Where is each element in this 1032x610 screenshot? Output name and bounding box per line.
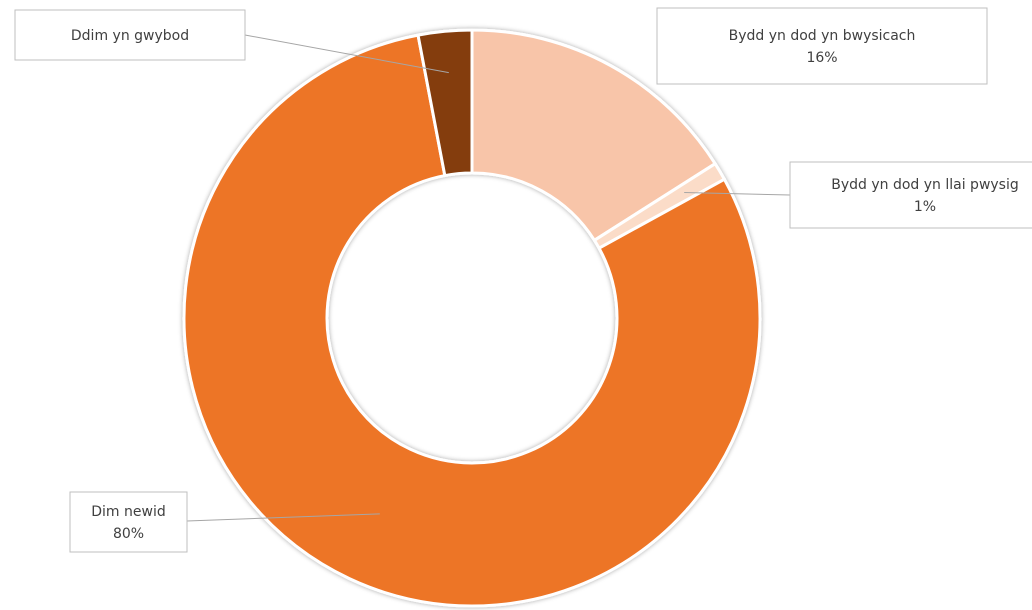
label-category: Ddim yn gwybod: [71, 28, 189, 44]
label-category: Bydd yn dod yn llai pwysig: [831, 177, 1019, 193]
label-value: 1%: [914, 199, 936, 215]
doughnut-slices: [182, 28, 762, 608]
label-value: 80%: [113, 526, 144, 542]
data-label-ddim-yn-gwybod: Ddim yn gwybod: [14, 9, 246, 61]
data-label-bydd-yn-dod-yn-bwysicach: Bydd yn dod yn bwysicach 16%: [656, 7, 988, 85]
leader-line-ddim-yn-gwybod: [244, 34, 449, 74]
leader-line-bydd-yn-dod-yn-llai-pwysig: [684, 192, 791, 196]
label-box: [656, 7, 988, 85]
label-box: [789, 161, 1032, 229]
slice-bydd-yn-dod-yn-bwysicach: [470, 28, 717, 242]
leader-lines: [186, 34, 791, 522]
leader-line-dim-newid: [186, 513, 380, 522]
data-label-dim-newid: Dim newid 80%: [69, 491, 188, 553]
label-category: Bydd yn dod yn bwysicach: [729, 28, 916, 44]
data-label-bydd-yn-dod-yn-llai-pwysig: Bydd yn dod yn llai pwysig 1%: [789, 161, 1032, 229]
slice-ddim-yn-gwybod: [416, 28, 474, 178]
label-box: [14, 9, 246, 61]
label-category: Dim newid: [91, 504, 165, 520]
label-box: [69, 491, 188, 553]
label-value: 16%: [806, 50, 837, 66]
slice-dim-newid: [182, 33, 762, 608]
